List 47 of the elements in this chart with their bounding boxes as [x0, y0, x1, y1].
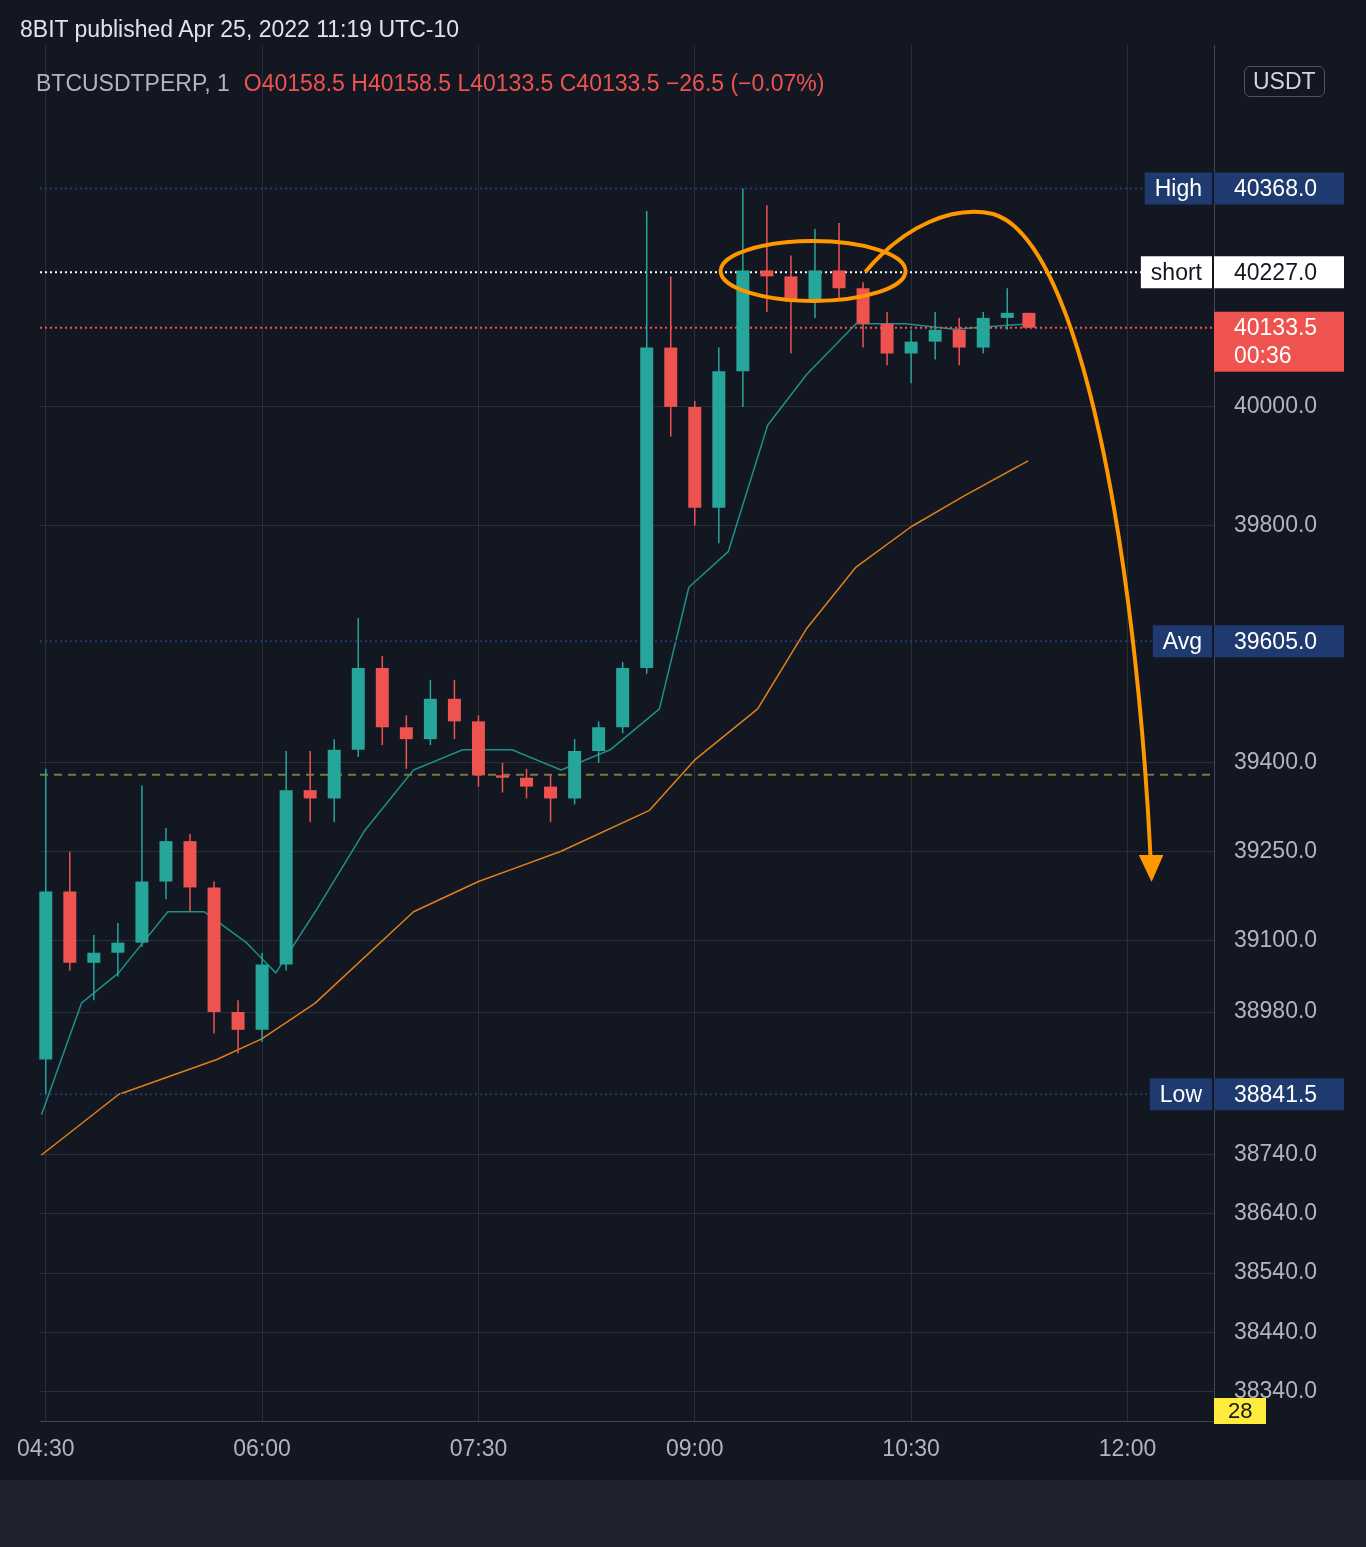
candlestick [87, 934, 101, 1001]
y-tick-label: 39800.0 [1234, 510, 1318, 537]
x-tick-label: 12:00 [1098, 1434, 1157, 1461]
text: 00:36 [1234, 342, 1292, 369]
candlestick [928, 311, 942, 361]
text: 28 [1214, 1398, 1267, 1424]
y-tick-label: 39400.0 [1234, 748, 1318, 775]
ref-line-label: High [1154, 174, 1202, 201]
x-tick-label: 07:30 [449, 1434, 508, 1461]
y-tick-label: 39250.0 [1234, 837, 1318, 864]
candlestick [520, 768, 534, 800]
candlestick [832, 222, 846, 301]
y-tick-label: 39100.0 [1234, 926, 1318, 953]
candlestick [784, 254, 798, 355]
y-tick-label: 38540.0 [1234, 1258, 1318, 1285]
candlestick [1000, 287, 1014, 331]
y-tick-label: 38640.0 [1234, 1199, 1318, 1226]
y-tick-label: 40000.0 [1234, 392, 1318, 419]
text: BTCUSDTPERP, 1 [36, 70, 230, 96]
candlestick [303, 750, 317, 823]
text: O40158.5 H40158.5 L40133.5 C40133.5 −26.5 (−0.07%) [243, 70, 825, 96]
x-tick-label: 09:00 [666, 1434, 724, 1461]
text: 40227.0 [1234, 258, 1318, 285]
candlestick [544, 773, 558, 823]
y-tick-label: 38440.0 [1234, 1317, 1318, 1344]
ref-line-label: Low [1159, 1080, 1203, 1107]
candlestick [399, 714, 413, 770]
candlestick [496, 762, 509, 794]
text: 8BIT published Apr 25, 2022 11:19 UTC-10 [20, 16, 459, 43]
text: 38841.5 [1234, 1080, 1318, 1107]
text: 39605.0 [1234, 627, 1318, 654]
text: USDT [1244, 66, 1325, 97]
candlestick [231, 999, 245, 1055]
text: 40368.0 [1234, 174, 1318, 201]
candlestick [447, 679, 461, 740]
x-tick-label: 04:30 [16, 1434, 75, 1461]
candlestick [760, 204, 774, 313]
ref-line-label: Avg [1162, 627, 1202, 654]
y-tick-label: 38740.0 [1234, 1139, 1318, 1166]
candlestick [111, 922, 125, 978]
y-tick-label: 38980.0 [1234, 997, 1318, 1024]
ref-line-label: short [1150, 258, 1203, 285]
x-tick-label: 10:30 [882, 1434, 940, 1461]
candlestick [904, 329, 918, 384]
x-tick-label: 06:00 [233, 1434, 291, 1461]
text: 40133.5 [1234, 314, 1318, 341]
candlestick [592, 720, 606, 764]
